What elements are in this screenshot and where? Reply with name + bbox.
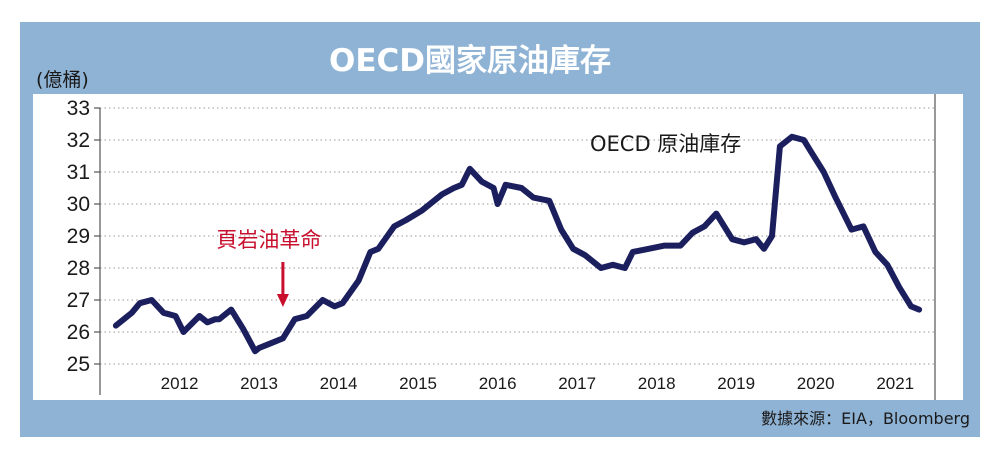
x-axis-ticks: 2012 2013 2014 2015 2016 2017 2018 2019 2020 2021 [161,374,915,393]
y-tick-label: 28 [67,257,90,280]
y-axis-ticks: 25 26 27 28 29 30 31 32 33 [67,97,100,376]
x-tick-label: 2021 [876,374,914,393]
x-tick-label: 2013 [240,374,278,393]
y-tick-label: 27 [67,289,90,312]
y-tick-label: 25 [67,353,90,376]
x-tick-label: 2014 [320,374,358,393]
chart-title: OECD國家原油庫存 [329,43,611,79]
x-tick-label: 2017 [558,374,596,393]
x-tick-label: 2019 [717,374,755,393]
y-tick-label: 29 [67,225,90,248]
source-note: 數據來源：EIA，Bloomberg [761,409,970,428]
y-tick-label: 30 [67,193,90,216]
series-line-oecd-crude-inventory [112,133,923,355]
x-tick-label: 2020 [797,374,835,393]
y-tick-label: 31 [67,161,90,184]
y-tick-label: 32 [67,129,90,152]
series-label: OECD 原油庫存 [590,132,741,156]
annotation-shale-revolution: 頁岩油革命 [216,228,321,252]
x-tick-label: 2018 [638,374,676,393]
y-tick-label: 26 [67,321,90,344]
x-tick-label: 2012 [161,374,199,393]
unit-label: (億桶) [36,69,89,91]
y-tick-label: 33 [67,97,90,120]
x-tick-label: 2015 [399,374,437,393]
x-tick-label: 2016 [479,374,517,393]
annotation-arrow-head [276,294,289,307]
